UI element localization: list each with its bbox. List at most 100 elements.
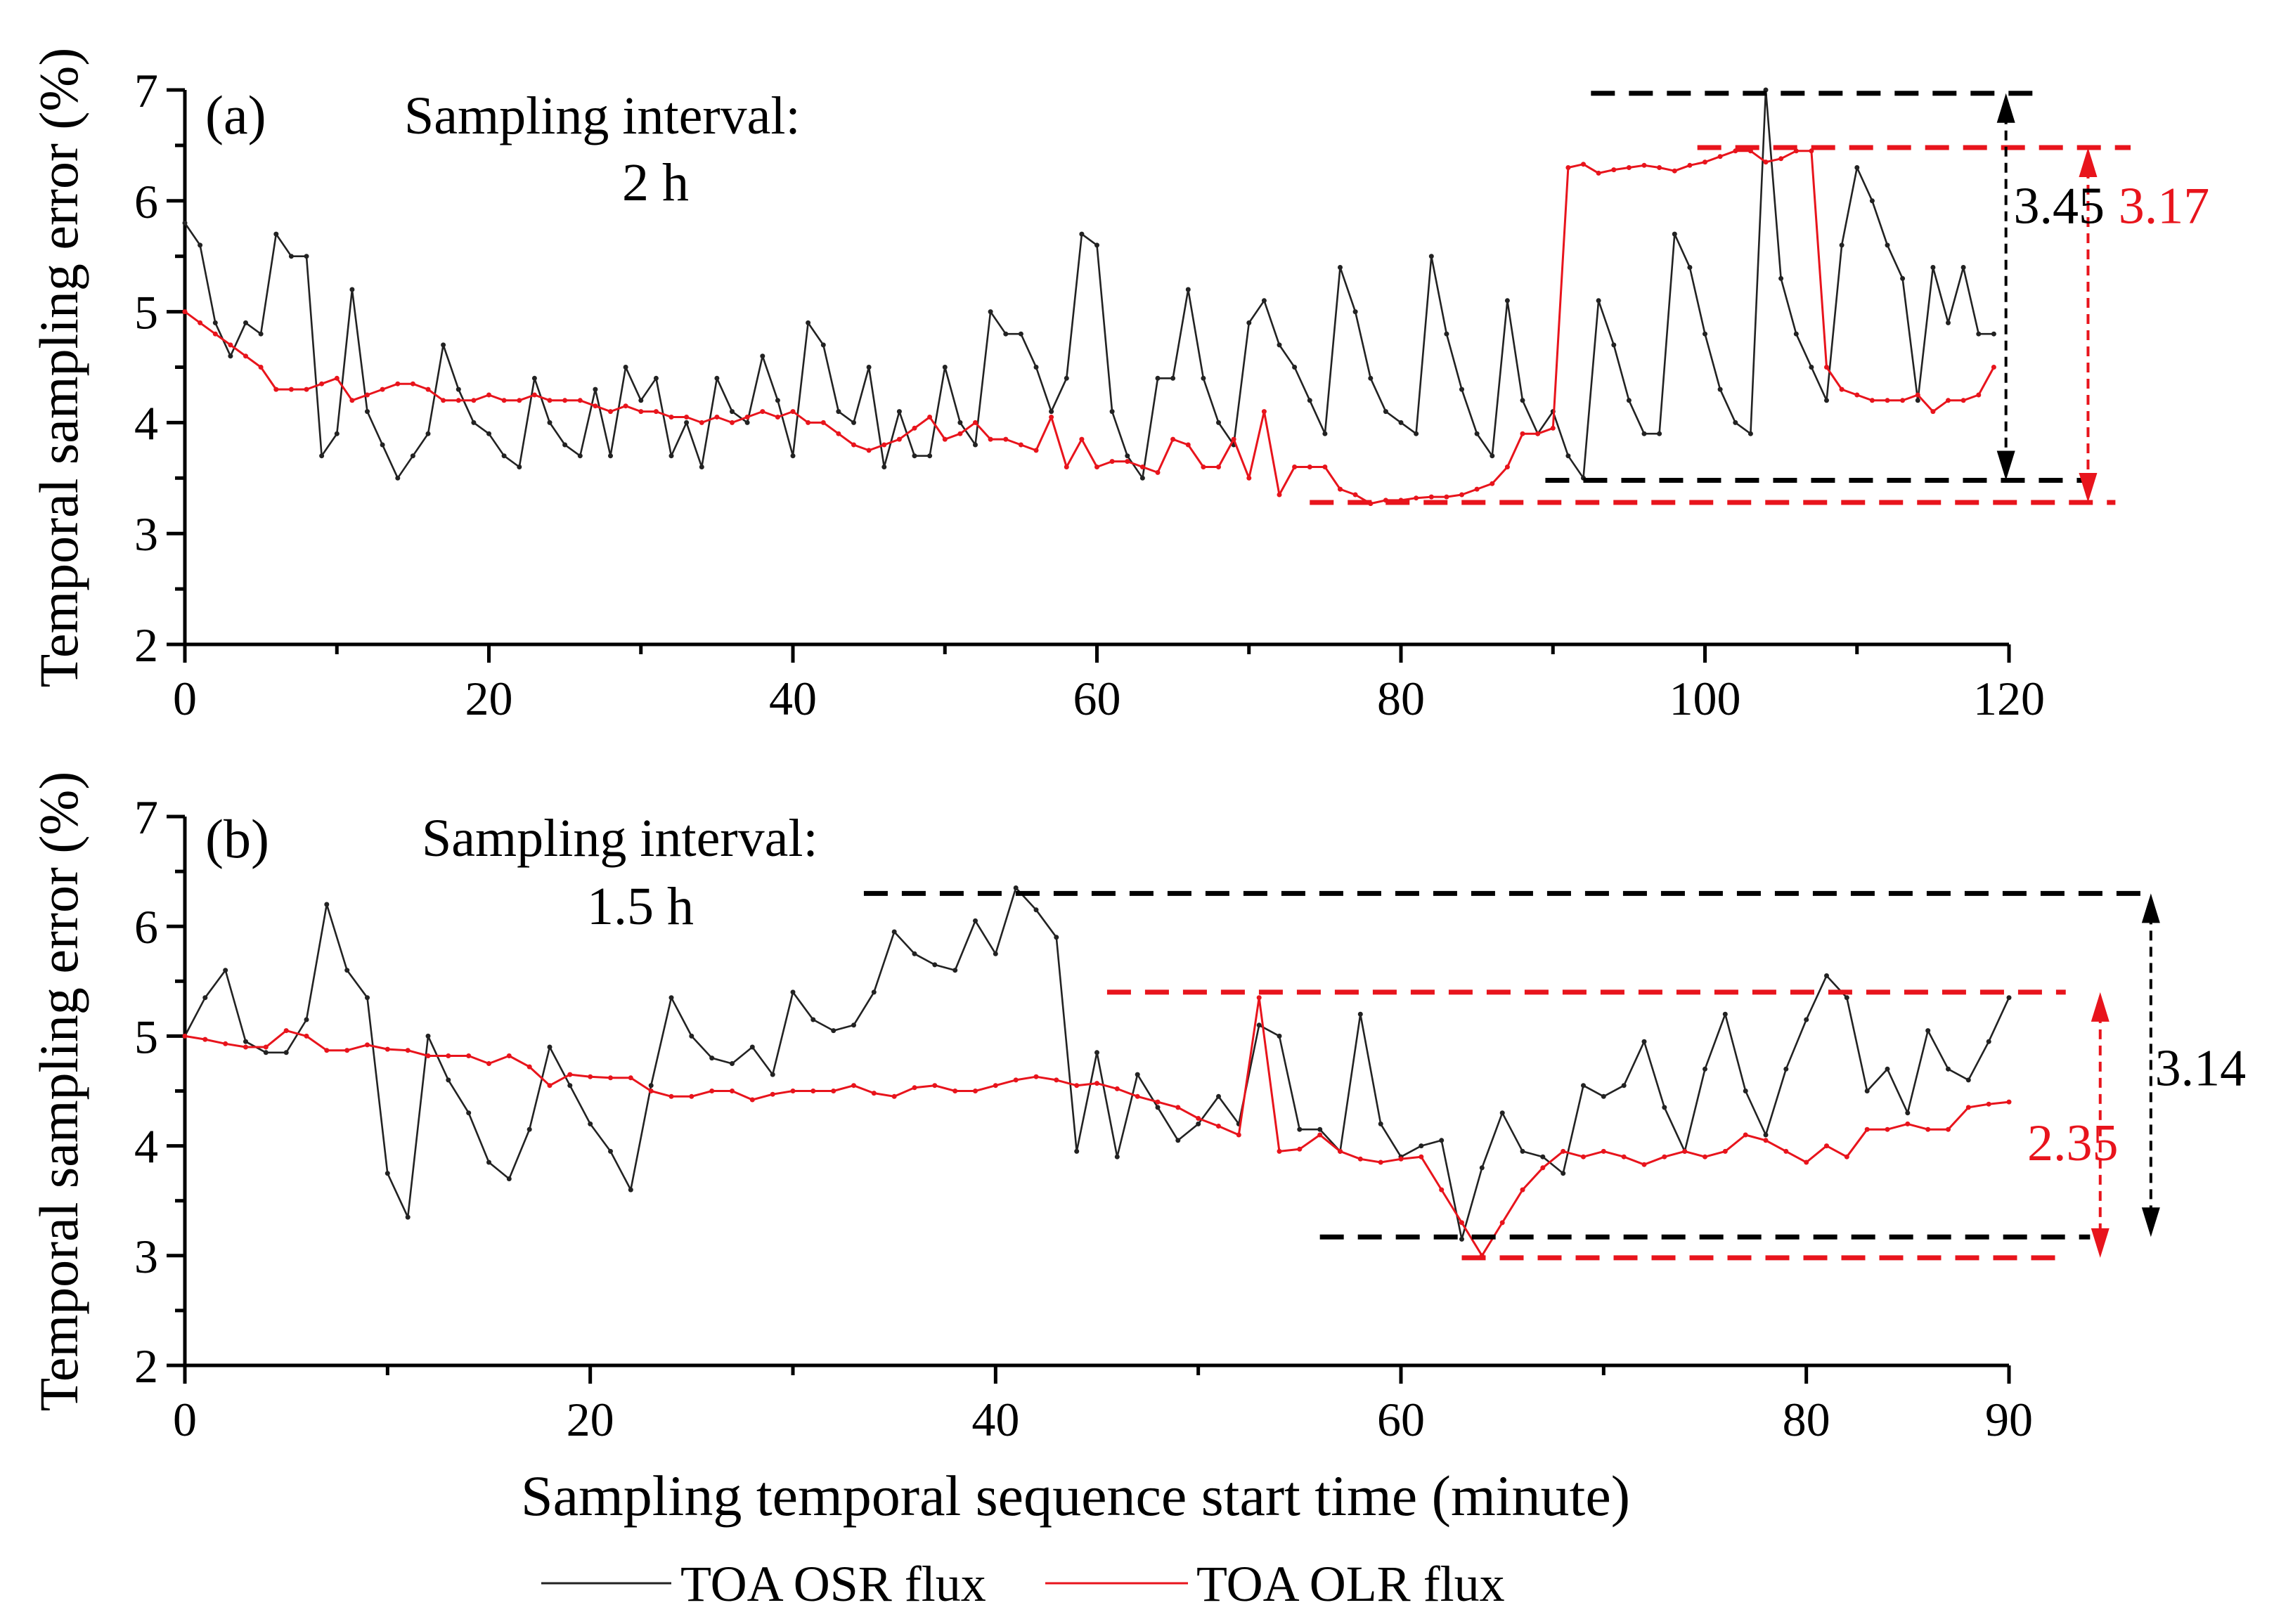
data-point-osr (456, 386, 461, 392)
data-point-osr (810, 1017, 816, 1022)
data-point-olr (1033, 1074, 1039, 1079)
data-point-olr (730, 420, 735, 425)
data-point-olr (1703, 160, 1707, 165)
legend-olr-label: TOA OLR flux (1196, 1556, 1505, 1612)
data-point-osr (1196, 1121, 1201, 1126)
legend: TOA OSR flux TOA OLR flux (541, 1556, 1505, 1612)
data-point-osr (405, 1214, 411, 1220)
data-point-osr (1439, 1138, 1445, 1143)
ann-label-black: 3.14 (2155, 1040, 2247, 1098)
data-point-olr (547, 1083, 553, 1089)
ann-label-red: 3.17 (2119, 177, 2210, 235)
data-point-olr (562, 398, 568, 403)
data-point-olr (988, 436, 993, 442)
data-point-osr (1626, 398, 1632, 403)
data-point-olr (1672, 168, 1677, 174)
data-point-olr (638, 409, 644, 415)
data-point-osr (1793, 331, 1799, 337)
data-point-olr (973, 420, 978, 425)
data-point-osr (1054, 935, 1059, 940)
data-point-osr (1844, 995, 1849, 1001)
data-point-olr (1641, 1162, 1647, 1167)
data-point-olr (866, 448, 872, 453)
data-point-olr (1844, 1154, 1849, 1159)
data-point-olr (993, 1083, 998, 1089)
data-point-osr (1292, 365, 1298, 370)
data-point-olr (526, 1064, 532, 1070)
data-point-olr (623, 403, 628, 409)
data-point-osr (1079, 231, 1085, 237)
data-point-olr (506, 1053, 512, 1058)
data-point-osr (1444, 331, 1449, 337)
legend-osr-label: TOA OSR flux (680, 1556, 986, 1612)
data-point-osr (744, 420, 750, 425)
data-point-olr (1550, 425, 1556, 431)
y-tick-label: 2 (134, 618, 158, 672)
data-point-olr (973, 1089, 978, 1093)
data-point-osr (273, 231, 279, 237)
data-point-olr (1839, 386, 1845, 392)
data-point-osr (1783, 1066, 1789, 1072)
data-point-olr (212, 331, 218, 337)
data-point-osr (304, 254, 309, 259)
data-point-osr (410, 453, 415, 459)
data-point-olr (1352, 492, 1358, 498)
panel-a-chart: 2 3 4 5 6 7 0 20 40 60 80 100 120 Temporal sampling e… (28, 48, 2209, 725)
data-point-olr (1565, 165, 1571, 170)
data-point-olr (1419, 1154, 1424, 1159)
data-point-osr (1383, 409, 1388, 415)
data-point-osr (1596, 298, 1601, 304)
data-point-olr (1965, 1105, 1971, 1110)
data-point-olr (744, 415, 750, 420)
data-point-osr (1869, 198, 1875, 204)
data-point-osr (1703, 331, 1707, 337)
data-point-olr (1946, 1126, 1951, 1132)
data-point-olr (709, 1089, 715, 1093)
data-point-olr (1139, 465, 1145, 469)
data-point-olr (501, 398, 507, 403)
data-point-osr (689, 1033, 695, 1039)
data-point-osr (1611, 342, 1617, 348)
data-point-olr (1581, 162, 1586, 167)
data-point-osr (628, 1187, 633, 1193)
x-tick-label: 40 (769, 672, 817, 725)
data-point-olr (1621, 1154, 1627, 1159)
data-point-osr (471, 420, 477, 425)
data-point-olr (1925, 1126, 1931, 1132)
ann-red-arrow-head-bottom (2079, 473, 2098, 503)
data-point-olr (1960, 398, 1966, 403)
data-point-olr (283, 1028, 289, 1034)
data-point-olr (1135, 1093, 1140, 1099)
data-point-osr (1094, 1050, 1099, 1055)
data-point-osr (952, 968, 958, 973)
data-point-olr (1783, 1148, 1789, 1154)
data-point-osr (942, 365, 948, 370)
data-point-olr (1946, 398, 1951, 403)
data-point-osr (1809, 365, 1814, 370)
data-point-osr (567, 1083, 573, 1089)
data-point-olr (1428, 494, 1434, 500)
series-line-osr (183, 89, 1994, 479)
data-point-osr (714, 375, 720, 381)
x-tick-label: 80 (1783, 1393, 1830, 1446)
panel-title-line1: Sampling interval: (422, 809, 818, 868)
data-point-osr (806, 320, 811, 325)
data-point-osr (1185, 287, 1191, 292)
data-point-olr (1504, 465, 1510, 469)
data-point-osr (349, 287, 355, 292)
data-point-olr (912, 425, 917, 431)
data-point-olr (1277, 492, 1282, 498)
data-point-olr (1703, 1154, 1707, 1159)
data-point-osr (501, 453, 507, 459)
data-point-olr (668, 415, 674, 420)
data-point-olr (1155, 469, 1161, 475)
data-point-osr (1175, 1138, 1181, 1143)
data-point-olr (577, 398, 583, 403)
data-point-osr (1317, 1126, 1323, 1132)
data-point-olr (1535, 431, 1541, 436)
data-point-osr (1763, 1132, 1769, 1138)
data-point-olr (1317, 1132, 1323, 1138)
data-point-olr (608, 1075, 613, 1081)
data-point-osr (1216, 1093, 1221, 1099)
data-point-osr (1662, 1105, 1667, 1110)
